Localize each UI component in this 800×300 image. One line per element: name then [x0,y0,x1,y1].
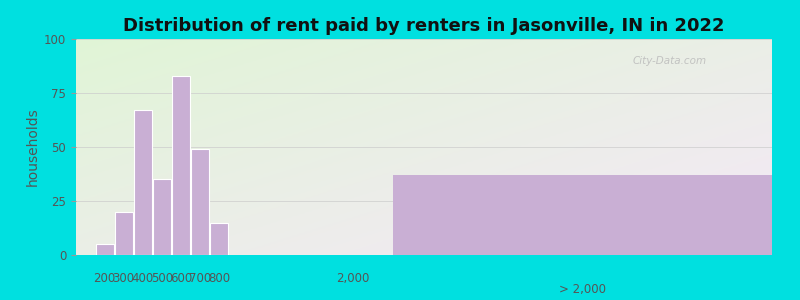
Title: Distribution of rent paid by renters in Jasonville, IN in 2022: Distribution of rent paid by renters in … [123,17,725,35]
Bar [153,179,171,255]
Text: 2,000: 2,000 [336,272,369,285]
Text: 700: 700 [189,272,211,285]
Bar [191,149,209,255]
Bar [393,175,772,255]
Bar [114,212,133,255]
Text: > 2,000: > 2,000 [558,283,606,296]
Text: 600: 600 [170,272,192,285]
Text: 500: 500 [150,272,173,285]
Text: 200: 200 [94,272,116,285]
Y-axis label: households: households [26,108,40,186]
Text: 300: 300 [113,272,134,285]
Text: City-Data.com: City-Data.com [633,56,707,66]
Text: 800: 800 [208,272,230,285]
Bar [134,110,152,255]
Bar [172,76,190,255]
Bar [210,223,228,255]
Bar [95,244,114,255]
Text: 400: 400 [132,272,154,285]
